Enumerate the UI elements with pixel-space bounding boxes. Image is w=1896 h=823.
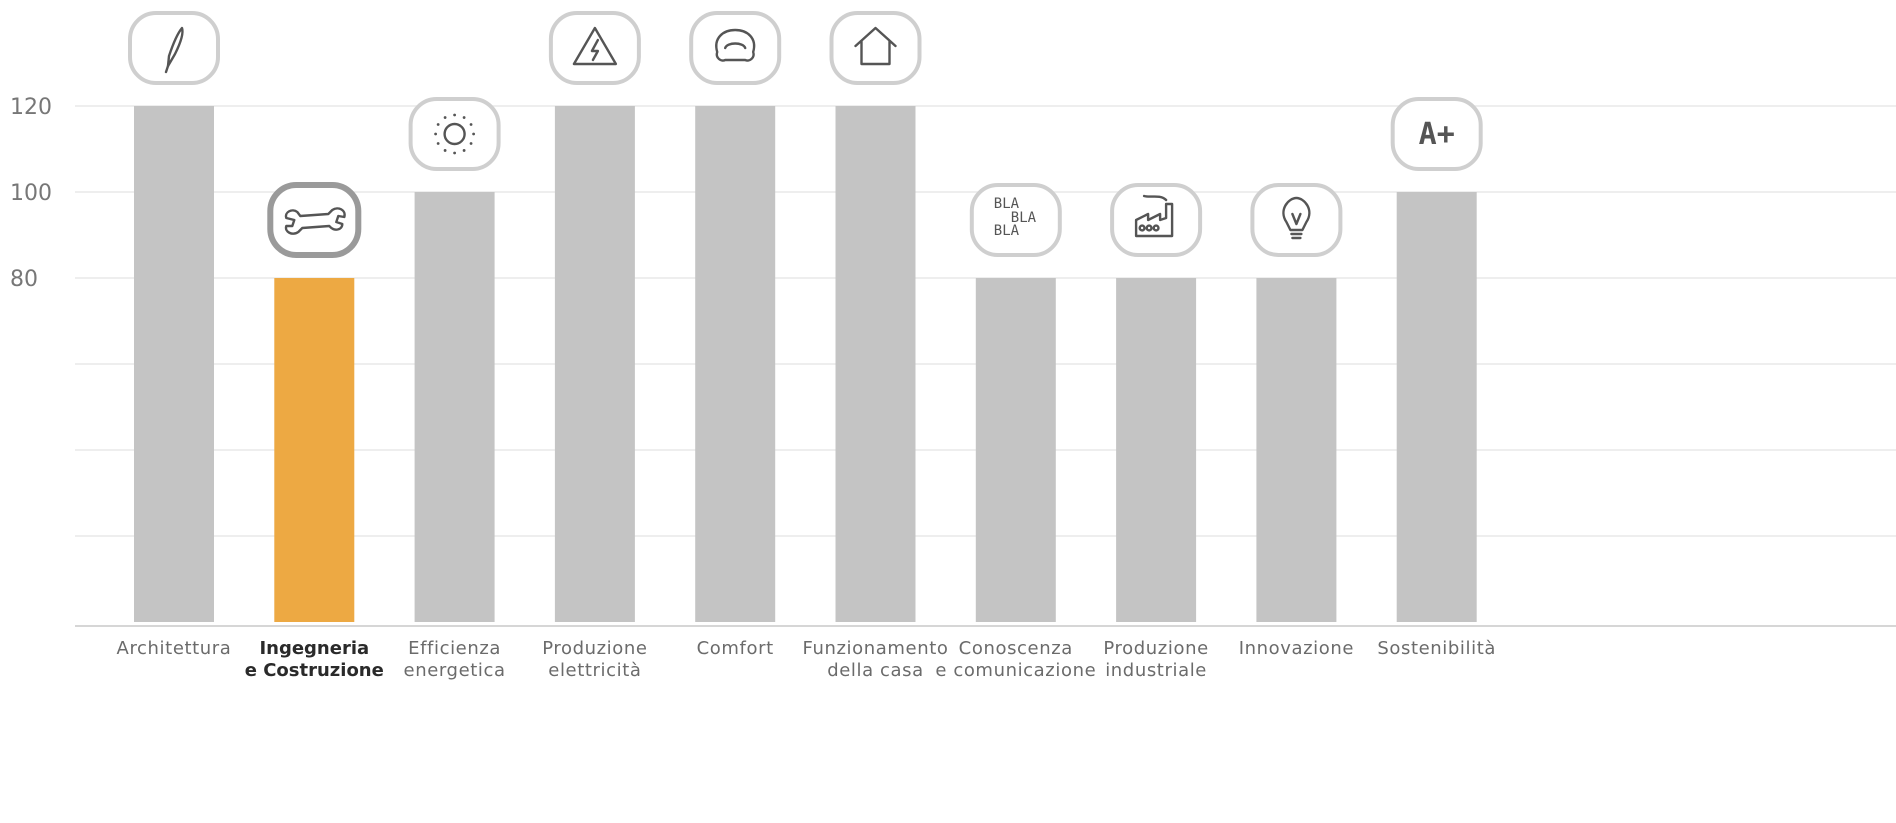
x-tick-label: Efficienza energetica (404, 638, 506, 681)
icon-badge-frame (969, 183, 1062, 257)
warning-icon (548, 11, 641, 85)
pen-icon (128, 11, 220, 85)
svg-text:BLA: BLA (1011, 210, 1037, 226)
y-tick-label: 100 (10, 181, 52, 206)
x-tick-label: Architettura (117, 638, 232, 659)
bar (1396, 192, 1477, 622)
bar (134, 106, 214, 622)
y-axis: 120 100 80 (10, 95, 52, 292)
x-tick-label: Comfort (697, 638, 774, 659)
icon-badge-frame (1110, 183, 1203, 257)
x-axis: Architettura Ingegneria e Costruzione Effic… (75, 625, 1896, 681)
icon-badge-frame (1390, 97, 1483, 171)
y-tick-label: 120 (10, 95, 52, 120)
lightbulb-icon (1250, 183, 1343, 257)
bar (414, 192, 495, 622)
bars (134, 106, 1477, 622)
factory-icon (1110, 183, 1203, 257)
x-tick-label: Funzionamento della casa (803, 638, 949, 681)
svg-text:BLA: BLA (994, 223, 1020, 239)
bar (695, 106, 776, 622)
y-tick-label: 80 (10, 267, 38, 292)
svg-text:BLA: BLA (994, 196, 1020, 212)
icon-badge-frame (408, 97, 501, 171)
x-tick-label: Produzione elettricità (542, 638, 647, 681)
x-tick-label: Sostenibilità (1377, 638, 1496, 659)
bar (274, 278, 355, 622)
armchair-icon (689, 11, 782, 85)
icon-badge-frame (829, 11, 922, 85)
x-tick-label: Conoscenza e comunicazione (935, 638, 1096, 681)
bar (1116, 278, 1197, 622)
house-icon (829, 11, 922, 85)
x-tick-label: Produzione industriale (1103, 638, 1208, 681)
icon-badge-frame (128, 11, 220, 85)
wrench-icon (267, 182, 362, 258)
bar (835, 106, 916, 622)
rating-badge-icon: A+ (1390, 97, 1483, 171)
icon-badge-frame (267, 182, 362, 258)
sun-icon (408, 97, 501, 171)
x-tick-label: Innovazione (1239, 638, 1354, 659)
x-tick-label: Ingegneria e Costruzione (245, 638, 384, 681)
icon-badge-frame (1250, 183, 1343, 257)
bar (1256, 278, 1337, 622)
bar (975, 278, 1056, 622)
bar (554, 106, 635, 622)
svg-text:A+: A+ (1419, 117, 1455, 152)
icon-badge-frame (689, 11, 782, 85)
